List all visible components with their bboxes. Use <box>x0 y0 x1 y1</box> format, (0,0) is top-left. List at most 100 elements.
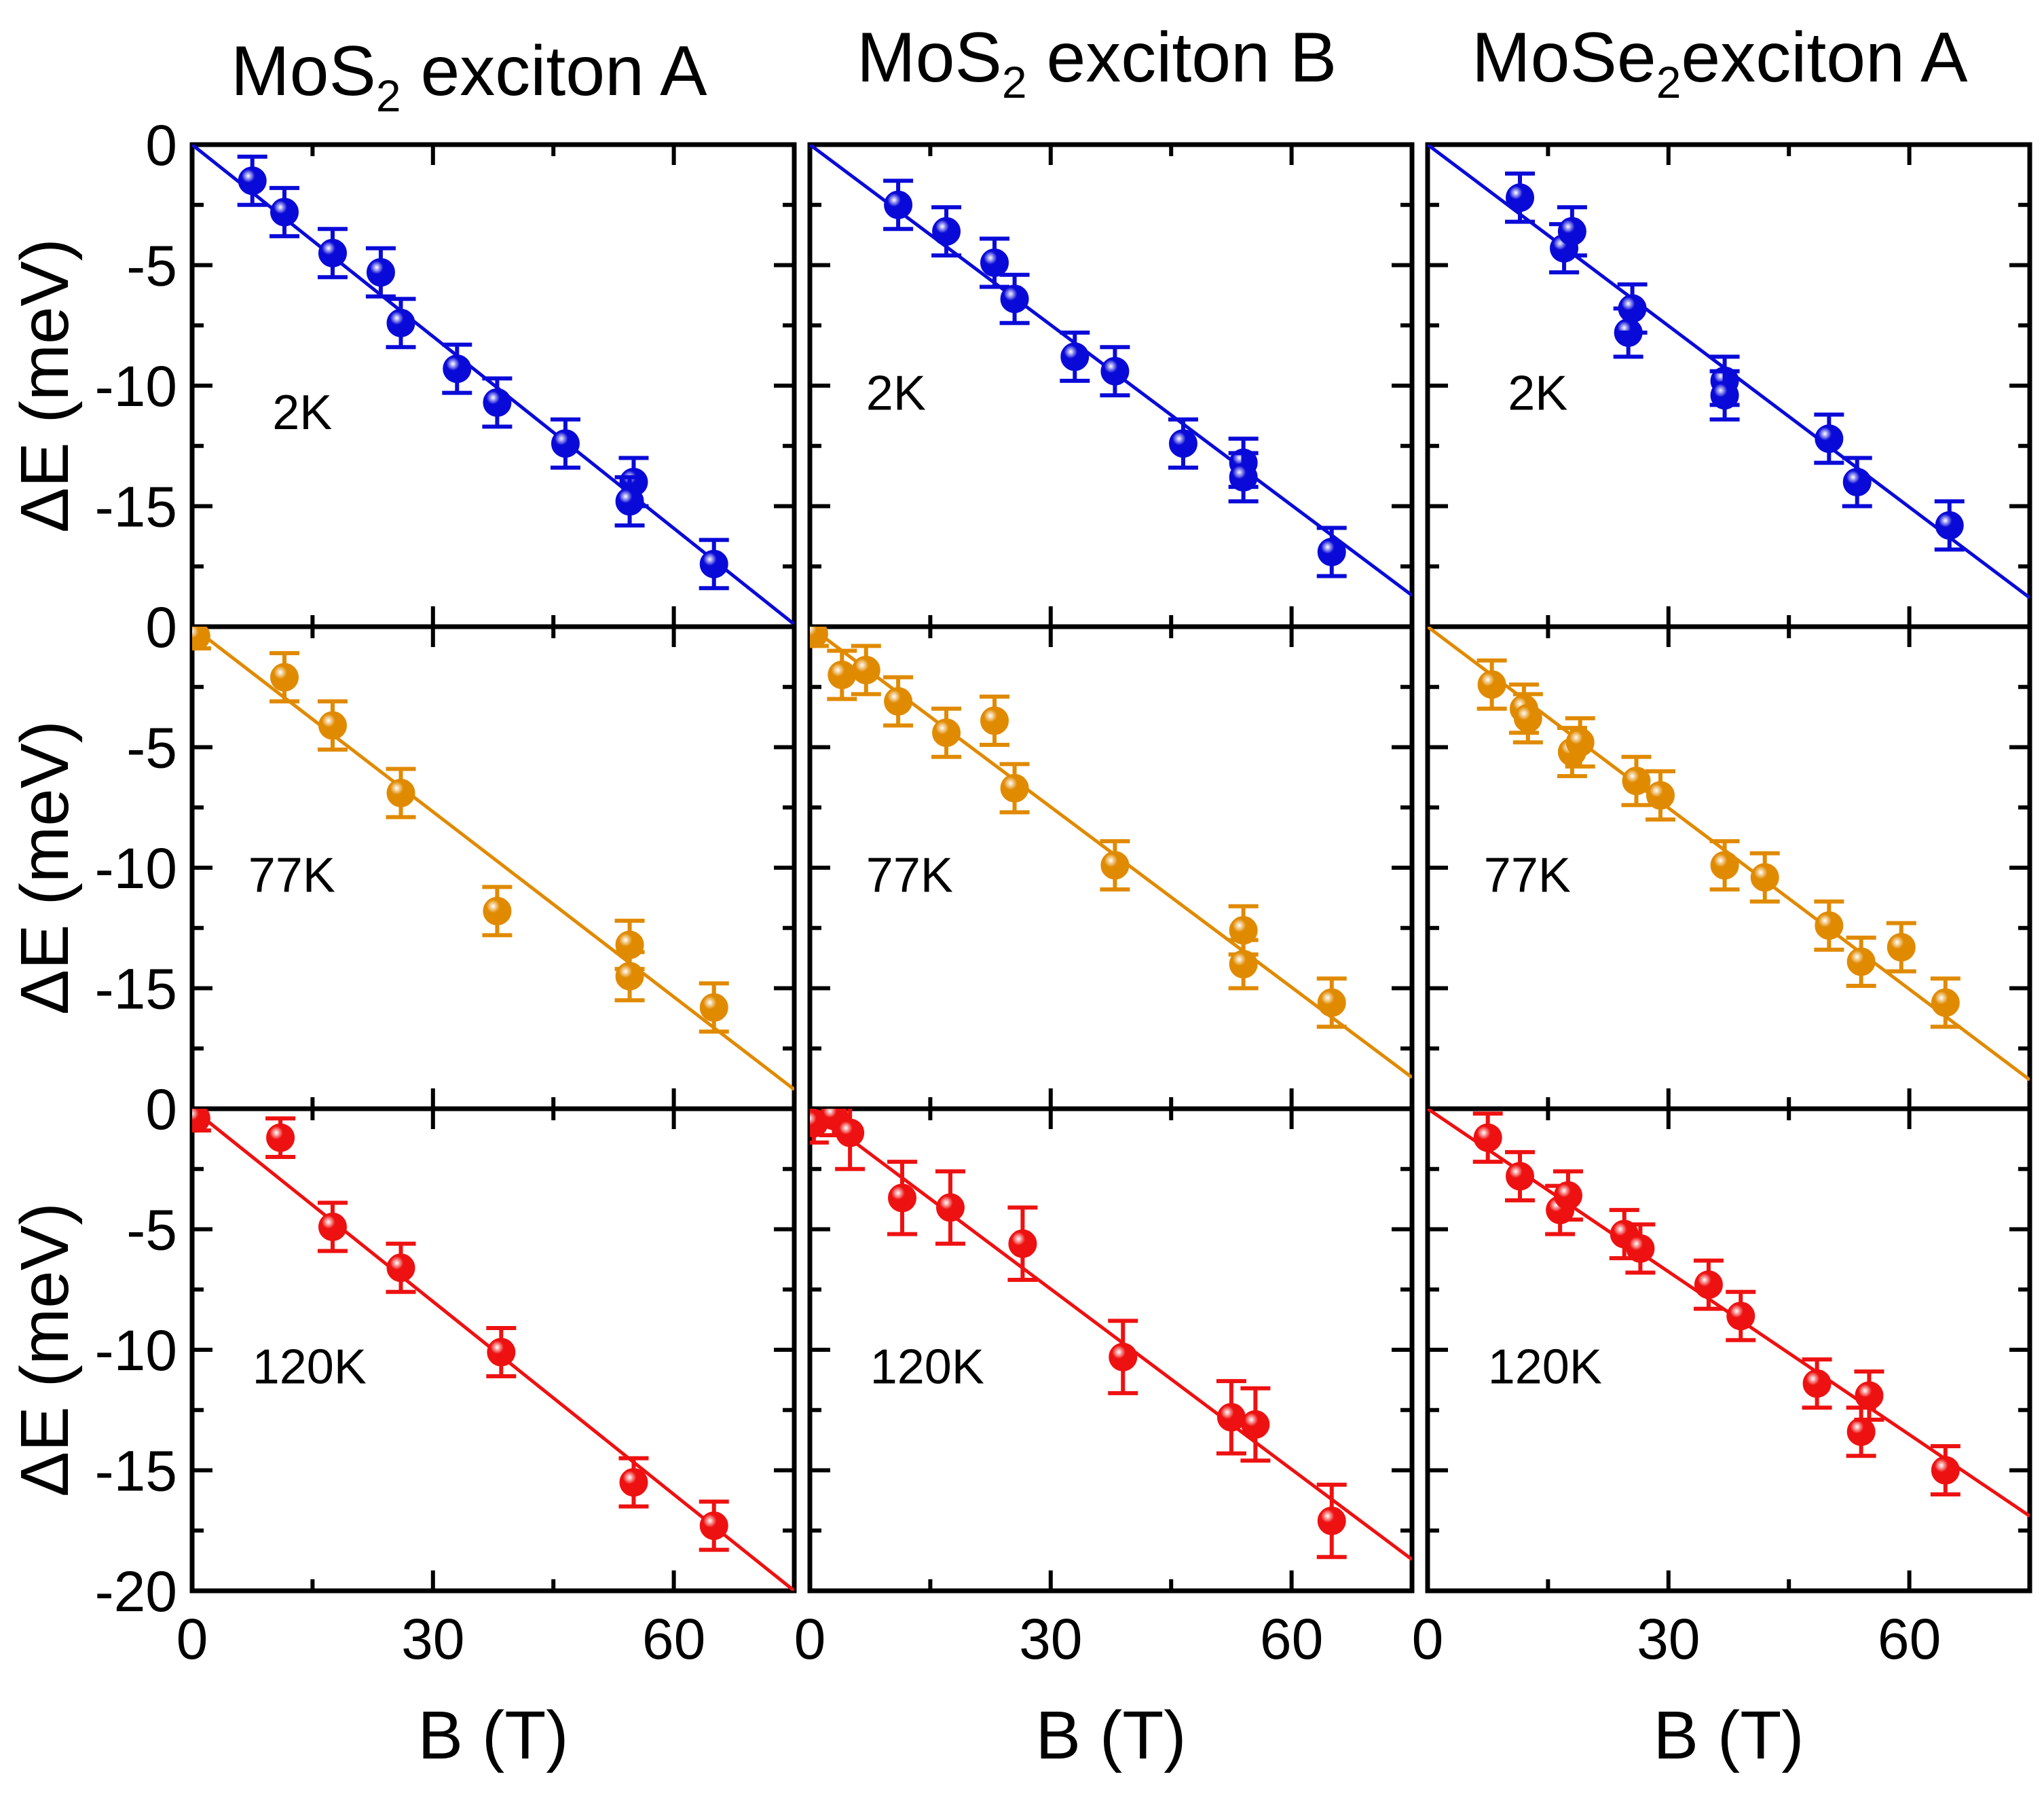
data-point <box>851 644 881 697</box>
marker <box>888 1183 917 1213</box>
marker <box>1710 851 1739 880</box>
marker <box>366 258 395 287</box>
data-point <box>270 185 300 238</box>
data-point <box>482 885 513 938</box>
marker <box>1846 947 1876 976</box>
data-series <box>192 1109 794 1591</box>
marker <box>932 217 961 246</box>
data-point <box>317 227 348 280</box>
data-point <box>999 272 1030 325</box>
marker <box>238 166 267 196</box>
marker <box>1726 1302 1755 1331</box>
data-point <box>1060 330 1090 383</box>
temperature-label: 120K <box>253 1340 367 1395</box>
marker <box>810 627 828 648</box>
marker <box>1710 381 1739 410</box>
data-point <box>699 1499 729 1552</box>
panel-r3-c2: 0 30 60 120K <box>794 1106 1415 1671</box>
data-point <box>980 694 1010 747</box>
marker <box>1694 1270 1723 1300</box>
data-point <box>1617 282 1648 335</box>
marker <box>1846 1417 1876 1446</box>
data-point <box>883 179 914 232</box>
marker <box>884 687 913 716</box>
marker <box>1815 911 1844 940</box>
data-point <box>614 950 645 1003</box>
marker <box>1317 988 1346 1017</box>
marker <box>1855 1381 1884 1410</box>
data-point <box>1645 769 1675 822</box>
data-point <box>835 1109 866 1171</box>
data-point <box>1814 412 1844 465</box>
data-series <box>1428 1109 2030 1518</box>
column-title-2: MoS2 exciton B <box>857 18 1337 107</box>
panel-r1-c3: 2K <box>1425 142 2032 629</box>
y-tick-label: -5 <box>126 716 177 780</box>
data-point <box>386 1241 416 1294</box>
data-point <box>1934 499 1965 552</box>
marker <box>1506 183 1535 213</box>
data-series <box>810 1109 1412 1561</box>
data-point <box>1100 839 1130 891</box>
marker <box>1815 424 1844 454</box>
marker <box>980 706 1009 735</box>
marker <box>318 1212 347 1241</box>
data-point <box>810 627 829 648</box>
marker <box>1646 781 1675 810</box>
y-tick-label: -5 <box>126 1198 177 1262</box>
marker <box>935 1193 965 1222</box>
temperature-label: 77K <box>248 849 335 903</box>
data-point <box>1007 1205 1038 1283</box>
marker <box>1168 429 1197 458</box>
marker <box>386 1253 415 1283</box>
marker <box>1553 1181 1582 1210</box>
marker <box>1887 933 1916 962</box>
y-tick-label: -5 <box>126 234 177 298</box>
marker <box>1802 1369 1832 1398</box>
x-tick-label: 60 <box>1878 1607 1941 1671</box>
data-point <box>1228 904 1259 957</box>
fit-line <box>810 1109 1412 1561</box>
temperature-label: 2K <box>866 367 926 421</box>
data-point <box>887 1160 918 1236</box>
marker <box>1100 851 1130 880</box>
data-series <box>810 145 1412 597</box>
x-tick-label: 30 <box>401 1607 464 1671</box>
data-point <box>1854 1369 1884 1422</box>
marker <box>1935 511 1964 540</box>
marker <box>318 711 347 740</box>
marker <box>615 961 644 991</box>
marker <box>1506 1162 1535 1191</box>
data-point <box>317 1200 348 1253</box>
marker <box>192 627 210 651</box>
data-point <box>1621 754 1652 807</box>
data-point <box>1228 938 1259 991</box>
data-point <box>1693 1258 1724 1311</box>
marker <box>192 1109 210 1133</box>
marker <box>487 1338 516 1367</box>
marker <box>483 896 512 925</box>
panel-r1-c1: 0 -5 -10 -15 2K <box>95 113 797 629</box>
data-point <box>1842 456 1872 509</box>
y-tick-label: -15 <box>95 957 177 1021</box>
data-point <box>1749 851 1780 904</box>
marker <box>386 308 415 337</box>
data-point <box>1476 658 1507 711</box>
temperature-label: 2K <box>272 386 332 440</box>
marker <box>318 238 347 268</box>
y-tick-label: 0 <box>145 595 177 659</box>
data-point <box>1472 1111 1503 1164</box>
marker <box>699 549 728 578</box>
data-point <box>1886 921 1916 974</box>
data-point <box>1505 171 1536 224</box>
marker <box>1618 294 1647 323</box>
marker <box>699 993 728 1022</box>
marker <box>1000 284 1029 314</box>
x-axis-title: B (T) <box>1653 1697 1804 1773</box>
data-point <box>883 675 914 728</box>
marker <box>1000 773 1029 803</box>
y-tick-label: 0 <box>145 113 177 177</box>
data-point <box>1108 1319 1138 1395</box>
marker <box>1216 1403 1246 1432</box>
marker <box>1109 1342 1138 1372</box>
